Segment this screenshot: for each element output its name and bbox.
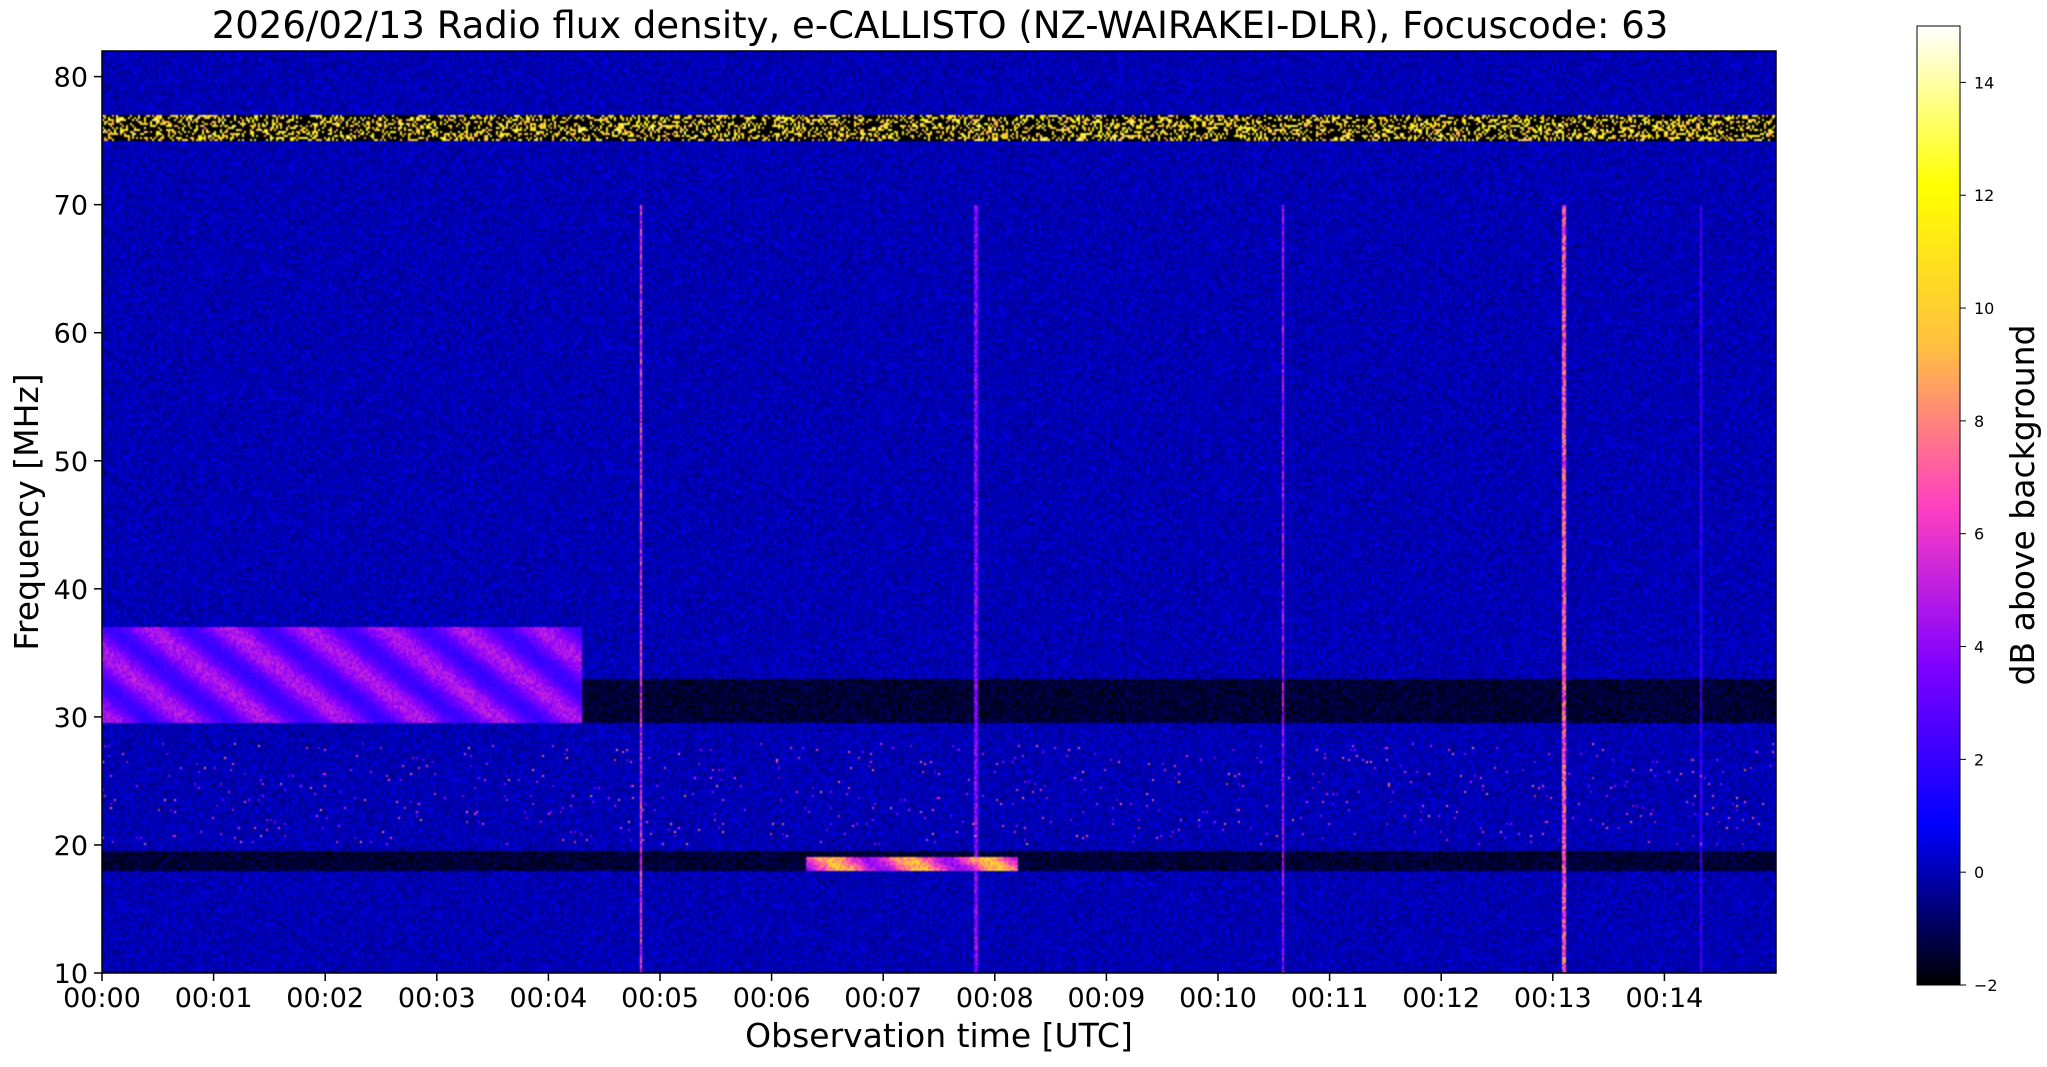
y-tick-label: 40 — [54, 575, 88, 606]
colorbar-tick-label: 10 — [1974, 299, 1994, 318]
x-tick-label: 00:11 — [1291, 983, 1369, 1014]
y-axis: 10 20 30 40 50 60 70 80 — [54, 63, 102, 990]
x-tick-label: 00:05 — [621, 983, 699, 1014]
colorbar-tick-label: 12 — [1974, 186, 1994, 205]
chart-title: 2026/02/13 Radio flux density, e-CALLIST… — [212, 4, 1669, 47]
y-tick-label: 70 — [54, 191, 88, 222]
colorbar-label: dB above background — [2003, 325, 2042, 686]
x-tick-label: 00:07 — [844, 983, 922, 1014]
colorbar — [1916, 25, 1961, 986]
y-tick-label: 20 — [54, 831, 88, 862]
colorbar-tick-label: 6 — [1974, 525, 1984, 544]
x-axis-label: Observation time [UTC] — [745, 1016, 1133, 1055]
y-tick-label: 60 — [54, 319, 88, 350]
x-tick-label: 00:13 — [1514, 983, 1592, 1014]
y-tick-label: 10 — [54, 959, 88, 990]
colorbar-tick-label: 14 — [1974, 73, 1994, 92]
colorbar-axis: −2 0 2 4 6 8 10 12 14 — [1960, 73, 1998, 995]
colorbar-tick-label: 0 — [1974, 863, 1984, 882]
x-tick-label: 00:02 — [286, 983, 364, 1014]
x-tick-label: 00:01 — [175, 983, 253, 1014]
plot-frame — [101, 50, 1777, 974]
colorbar-tick-label: 4 — [1974, 638, 1984, 657]
x-tick-label: 00:03 — [398, 983, 476, 1014]
x-tick-label: 00:12 — [1402, 983, 1480, 1014]
y-axis-label: Frequency [MHz] — [7, 373, 46, 650]
y-tick-label: 30 — [54, 703, 88, 734]
colorbar-tick-label: 8 — [1974, 412, 1984, 431]
y-tick-label: 50 — [54, 447, 88, 478]
x-tick-label: 00:10 — [1179, 983, 1257, 1014]
x-axis: 00:00 00:01 00:02 00:03 00:04 00:05 00:06 00:07… — [63, 973, 1703, 1014]
x-tick-label: 00:00 — [63, 983, 141, 1014]
y-tick-label: 80 — [54, 63, 88, 94]
spectrogram-heatmap — [102, 51, 1776, 973]
x-tick-label: 00:04 — [509, 983, 587, 1014]
x-tick-label: 00:08 — [956, 983, 1034, 1014]
x-tick-label: 00:14 — [1625, 983, 1703, 1014]
x-tick-label: 00:09 — [1067, 983, 1145, 1014]
x-tick-label: 00:06 — [733, 983, 811, 1014]
colorbar-tick-label: −2 — [1974, 976, 1998, 995]
colorbar-tick-label: 2 — [1974, 750, 1984, 769]
